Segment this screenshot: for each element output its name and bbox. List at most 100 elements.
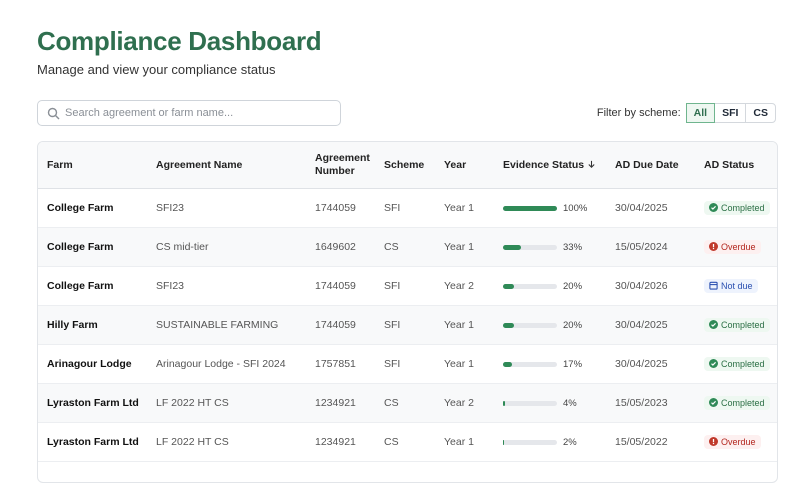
status-icon [709, 359, 718, 369]
agreement-number-cell: 1744059 [306, 266, 375, 306]
table-row: Hilly Farm SUSTAINABLE FARMING 1744059 SFI Y… [38, 305, 777, 345]
status-cell: Overdue [695, 422, 777, 462]
status-icon [709, 282, 718, 290]
column-header: Scheme [375, 142, 435, 189]
evidence-percent: 100% [563, 202, 588, 214]
scheme-cell: CS [375, 383, 435, 423]
agreement-name-cell: SFI23 [147, 188, 306, 228]
due-date-cell: 30/04/2025 [606, 305, 695, 345]
filter-option[interactable]: All [685, 103, 716, 123]
evidence-percent: 4% [563, 397, 577, 409]
farm-cell: Lyraston Farm Ltd [38, 422, 147, 462]
evidence-percent: 20% [563, 319, 583, 331]
status-cell: Completed [695, 188, 777, 228]
column-header-text: Farm [47, 158, 73, 171]
status-badge: Completed [704, 200, 770, 215]
year-cell: Year 1 [435, 227, 494, 267]
year-cell: Year 1 [435, 188, 494, 228]
status-icon [709, 437, 718, 447]
column-header-text: AD Due Date [615, 158, 679, 171]
progress-track [503, 283, 557, 289]
agreement-name-cell: LF 2022 HT CS [147, 422, 306, 462]
column-header: AD Due Date [606, 142, 695, 189]
search-icon [47, 107, 60, 120]
scheme-cell: SFI [375, 266, 435, 306]
scheme-cell: SFI [375, 305, 435, 345]
progress-track [503, 205, 557, 211]
evidence-cell: 20% [494, 266, 606, 306]
status-text: Not due [721, 280, 753, 291]
status-badge: Completed [704, 356, 770, 371]
due-date-cell: 15/05/2022 [606, 422, 695, 462]
evidence-percent: 33% [563, 241, 583, 253]
farm-cell: College Farm [38, 188, 147, 228]
status-cell: Completed [695, 344, 777, 384]
scheme-cell: SFI [375, 188, 435, 228]
evidence-percent: 2% [563, 436, 577, 448]
due-date-cell: 30/04/2025 [606, 344, 695, 384]
agreement-number-cell: 1234921 [306, 422, 375, 462]
filter-option[interactable]: SFI [714, 103, 747, 123]
column-header-text: AD Status [704, 158, 755, 171]
compliance-table: Farm Agreement Name Agreement Number Scheme… [38, 142, 777, 462]
progress-track [503, 361, 557, 367]
progress-fill [503, 244, 521, 250]
evidence-cell: 33% [494, 227, 606, 267]
column-header: Agreement Name [147, 142, 306, 189]
agreement-name-cell: CS mid-tier [147, 227, 306, 267]
year-cell: Year 1 [435, 344, 494, 384]
agreement-number-cell: 1649602 [306, 227, 375, 267]
evidence-cell: 100% [494, 188, 606, 228]
progress-fill [503, 439, 505, 445]
year-cell: Year 2 [435, 266, 494, 306]
year-cell: Year 2 [435, 383, 494, 423]
scheme-cell: CS [375, 422, 435, 462]
column-header[interactable]: Evidence Status [494, 142, 606, 189]
status-text: Completed [721, 319, 765, 330]
farm-cell: College Farm [38, 227, 147, 267]
agreement-number-cell: 1234921 [306, 383, 375, 423]
status-badge: Completed [704, 317, 770, 332]
dashboard: Compliance Dashboard Manage and view you… [37, 26, 778, 483]
column-header-text: Evidence Status [503, 158, 585, 171]
agreement-number-cell: 1744059 [306, 188, 375, 228]
status-icon [709, 203, 718, 213]
column-header: Agreement Number [306, 142, 375, 189]
evidence-percent: 17% [563, 358, 583, 370]
progress-fill [503, 361, 513, 367]
status-text: Overdue [721, 436, 756, 447]
progress-fill [503, 283, 514, 289]
agreement-number-cell: 1744059 [306, 305, 375, 345]
status-icon [709, 398, 718, 408]
status-badge: Overdue [704, 434, 761, 449]
due-date-cell: 15/05/2023 [606, 383, 695, 423]
status-cell: Completed [695, 305, 777, 345]
year-cell: Year 1 [435, 305, 494, 345]
status-text: Completed [721, 358, 765, 369]
farm-cell: Lyraston Farm Ltd [38, 383, 147, 423]
status-badge: Not due [704, 278, 758, 293]
progress-track [503, 439, 557, 445]
progress-fill [503, 205, 557, 211]
header-row: Farm Agreement Name Agreement Number Scheme… [38, 142, 777, 189]
page: Compliance Dashboard {"header": {"title"… [37, 26, 778, 483]
progress-track [503, 322, 557, 328]
search-box[interactable]: Search agreement or farm name... [37, 100, 341, 126]
table-body: College Farm SFI23 1744059 SFI Year 1 100% 30/… [38, 188, 777, 462]
due-date-cell: 30/04/2025 [606, 188, 695, 228]
status-cell: Overdue [695, 227, 777, 267]
agreement-name-cell: LF 2022 HT CS [147, 383, 306, 423]
column-header: Year [435, 142, 494, 189]
progress-fill [503, 322, 514, 328]
column-header: AD Status [695, 142, 777, 189]
evidence-cell: 2% [494, 422, 606, 462]
agreement-name-cell: SFI23 [147, 266, 306, 306]
status-text: Completed [721, 397, 765, 408]
agreement-name-cell: SUSTAINABLE FARMING [147, 305, 306, 345]
table-row: Lyraston Farm Ltd LF 2022 HT CS 1234921 CS Y… [38, 422, 777, 462]
progress-fill [503, 400, 506, 406]
filter-option[interactable]: CS [745, 103, 776, 123]
sort-icon [588, 161, 595, 169]
due-date-cell: 15/05/2024 [606, 227, 695, 267]
agreement-number-cell: 1757851 [306, 344, 375, 384]
